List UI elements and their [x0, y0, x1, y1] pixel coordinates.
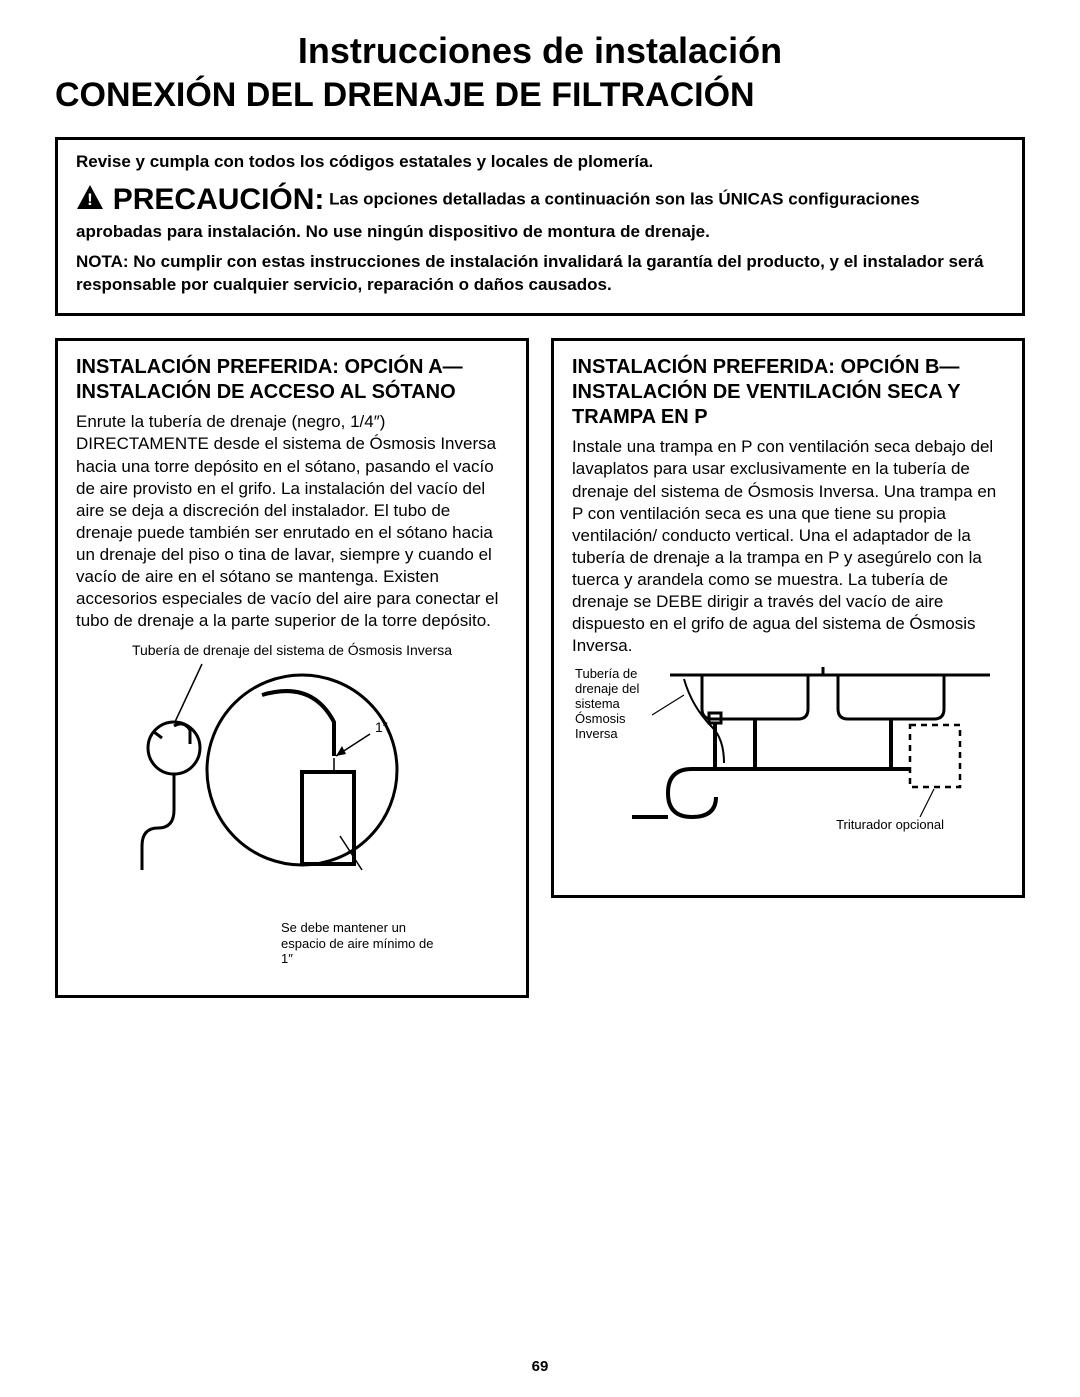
option-a-diagram-label-bottom: Se debe mantener un espacio de aire míni… [281, 920, 441, 967]
gap-mark-text: 1″ [375, 719, 388, 735]
option-a-diagram: Tubería de drenaje del sistema de Ósmosi… [76, 642, 508, 967]
page-container: Instrucciones de instalación CONEXIÓN DE… [0, 0, 1080, 1395]
warning-intro: Revise y cumpla con todos los códigos es… [76, 152, 1004, 172]
option-a-box: INSTALACIÓN PREFERIDA: OPCIÓN A—INSTALAC… [55, 338, 529, 998]
warning-triangle-icon: ! [76, 184, 104, 217]
option-a-diagram-svg: 1″ [102, 660, 482, 915]
page-title: Instrucciones de instalación [55, 30, 1025, 72]
columns: INSTALACIÓN PREFERIDA: OPCIÓN A—INSTALAC… [55, 338, 1025, 998]
warning-nota: NOTA: No cumplir con estas instrucciones… [76, 251, 1004, 297]
option-b-box: INSTALACIÓN PREFERIDA: OPCIÓN B—INSTALAC… [551, 338, 1025, 898]
precaution-line: ! PRECAUCIÓN: Las opciones detalladas a … [76, 180, 1004, 243]
option-b-diagram: Tubería de drenaje del sistema Ósmosis I… [572, 667, 1004, 862]
option-b-diagram-label-right: Triturador opcional [836, 817, 944, 832]
section-title: CONEXIÓN DEL DRENAJE DE FILTRACIÓN [55, 76, 1025, 115]
option-b-diagram-label-left: Tubería de drenaje del sistema Ósmosis I… [575, 667, 660, 742]
option-b-body: Instale una trampa en P con ventilación … [572, 436, 1004, 657]
svg-text:!: ! [87, 190, 93, 209]
option-a-diagram-label-top: Tubería de drenaje del sistema de Ósmosi… [76, 642, 508, 658]
warning-box: Revise y cumpla con todos los códigos es… [55, 137, 1025, 316]
option-a-heading: INSTALACIÓN PREFERIDA: OPCIÓN A—INSTALAC… [76, 355, 508, 405]
precaution-word: PRECAUCIÓN: [113, 183, 325, 216]
option-b-heading: INSTALACIÓN PREFERIDA: OPCIÓN B—INSTALAC… [572, 355, 1004, 430]
option-a-body: Enrute la tubería de drenaje (negro, 1/4… [76, 411, 508, 632]
page-number: 69 [55, 1358, 1025, 1375]
